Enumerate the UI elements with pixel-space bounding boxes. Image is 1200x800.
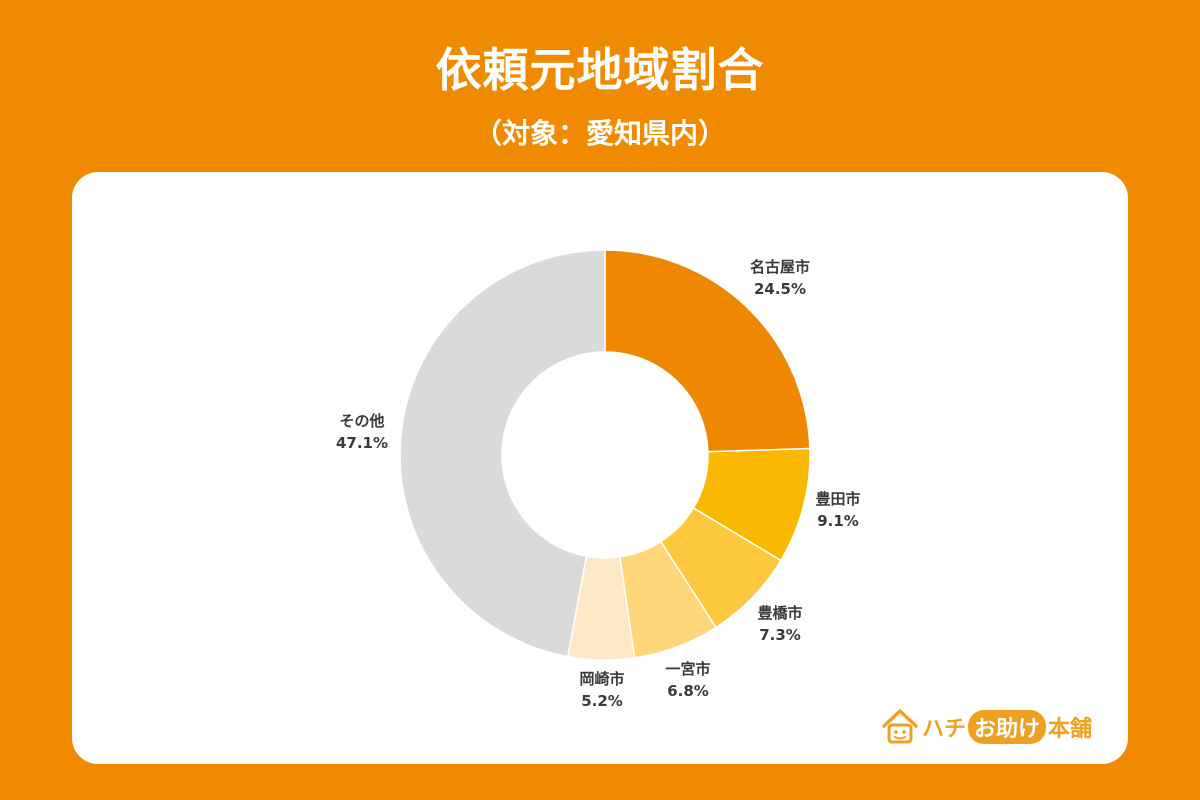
slice-label-value: 47.1% bbox=[336, 434, 388, 452]
slice-label-name: その他 bbox=[339, 412, 384, 430]
slice-label-value: 5.2% bbox=[581, 692, 623, 710]
brand-logo: ハチ お助け 本舗 bbox=[880, 706, 1100, 750]
logo-text-right: 本舗 bbox=[1048, 717, 1093, 742]
donut-slice bbox=[604, 249, 811, 453]
slice-label-value: 9.1% bbox=[817, 512, 859, 530]
slice-label-value: 7.3% bbox=[759, 626, 801, 644]
slice-label-name: 名古屋市 bbox=[750, 258, 810, 276]
chart-subtitle: （対象：愛知県内） bbox=[473, 117, 726, 150]
logo-text-pill: お助け bbox=[968, 710, 1047, 744]
slice-label-name: 豊田市 bbox=[815, 490, 860, 508]
house-icon bbox=[882, 709, 918, 744]
slice-label-name: 一宮市 bbox=[665, 660, 710, 678]
donut-slice bbox=[399, 249, 606, 658]
slice-label-value: 24.5% bbox=[754, 280, 806, 298]
slice-label-value: 6.8% bbox=[667, 682, 709, 700]
chart-title: 依頼元地域割合 bbox=[435, 43, 765, 97]
slice-label-name: 豊橋市 bbox=[757, 604, 802, 622]
slice-label-name: 岡崎市 bbox=[579, 670, 624, 688]
logo-text: ハチ お助け 本舗 bbox=[922, 710, 1092, 744]
logo-text-left: ハチ bbox=[922, 717, 967, 742]
